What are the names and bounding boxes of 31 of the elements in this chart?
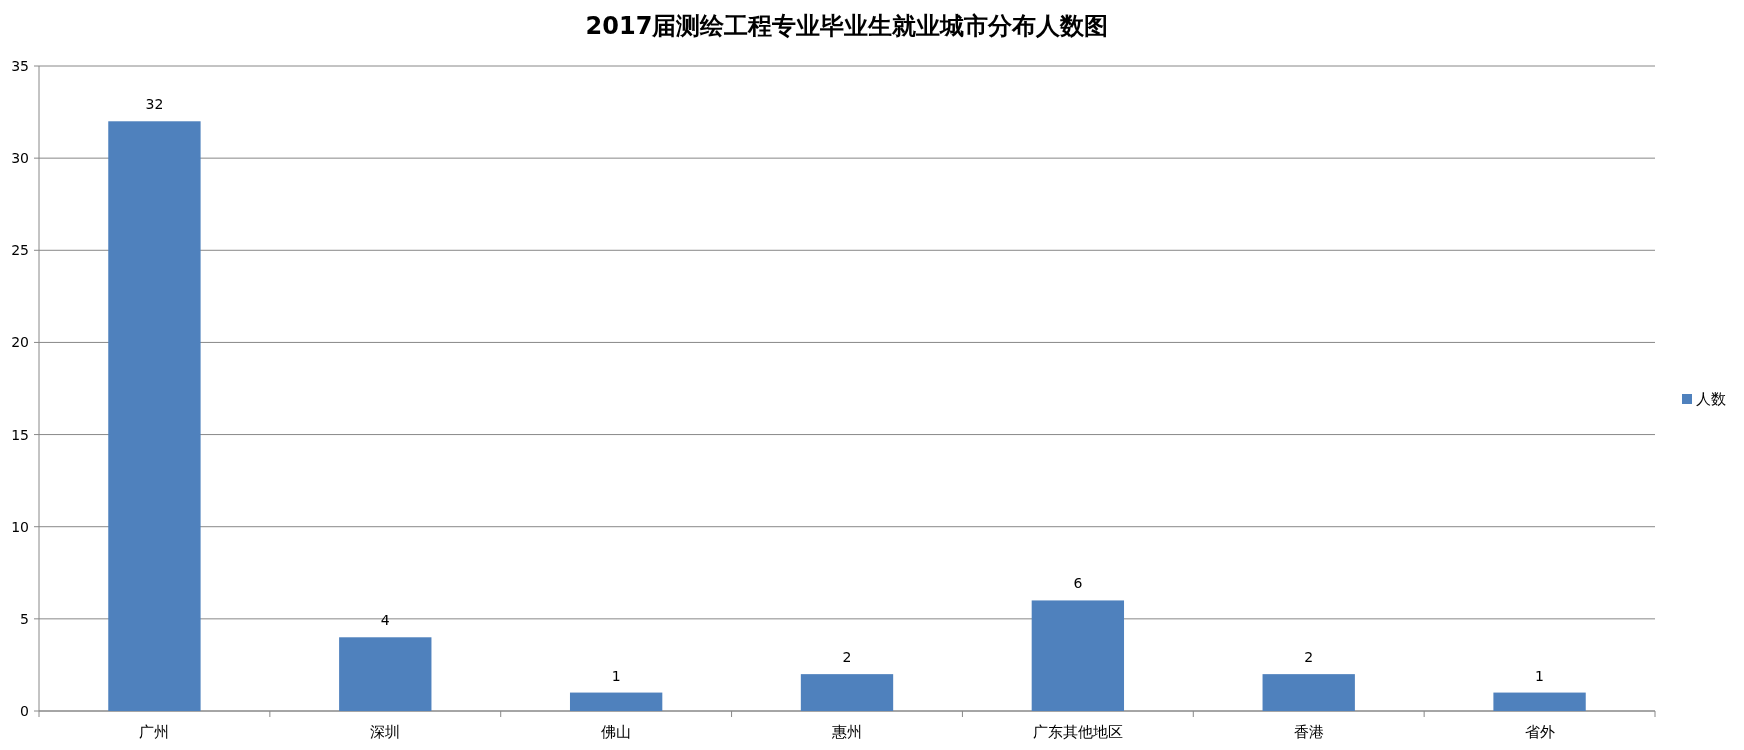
x-tick-label: 深圳 <box>370 723 401 741</box>
data-label: 1 <box>611 667 621 684</box>
data-label: 32 <box>145 96 164 113</box>
y-tick-label: 5 <box>20 610 29 627</box>
bar <box>339 637 432 711</box>
legend-label: 人数 <box>1696 390 1726 408</box>
bar <box>569 692 663 711</box>
bar <box>1031 600 1125 711</box>
data-label: 1 <box>1535 667 1545 684</box>
data-label: 4 <box>380 612 390 629</box>
data-label: 2 <box>1304 649 1314 666</box>
bar <box>800 674 894 711</box>
y-tick-label: 30 <box>11 150 29 167</box>
y-tick-label: 15 <box>11 426 29 443</box>
bar <box>108 121 201 711</box>
bar <box>1493 692 1586 711</box>
y-tick-label: 20 <box>11 334 29 351</box>
y-tick-label: 0 <box>20 703 29 719</box>
data-label: 2 <box>842 649 852 666</box>
x-tick-label: 省外 <box>1524 723 1555 741</box>
bar <box>1262 674 1355 711</box>
y-tick-label: 10 <box>11 518 29 535</box>
x-tick-label: 广东其他地区 <box>1032 723 1123 741</box>
data-label: 6 <box>1073 575 1083 592</box>
y-tick-label: 25 <box>11 242 29 259</box>
y-tick-label: 35 <box>11 58 29 74</box>
x-tick-label: 广州 <box>139 723 170 741</box>
x-tick-label: 惠州 <box>831 723 862 741</box>
x-tick-label: 香港 <box>1293 723 1324 741</box>
chart-title: 2017届测绘工程专业毕业生就业城市分布人数图 <box>585 12 1109 40</box>
x-tick-label: 佛山 <box>601 723 632 741</box>
